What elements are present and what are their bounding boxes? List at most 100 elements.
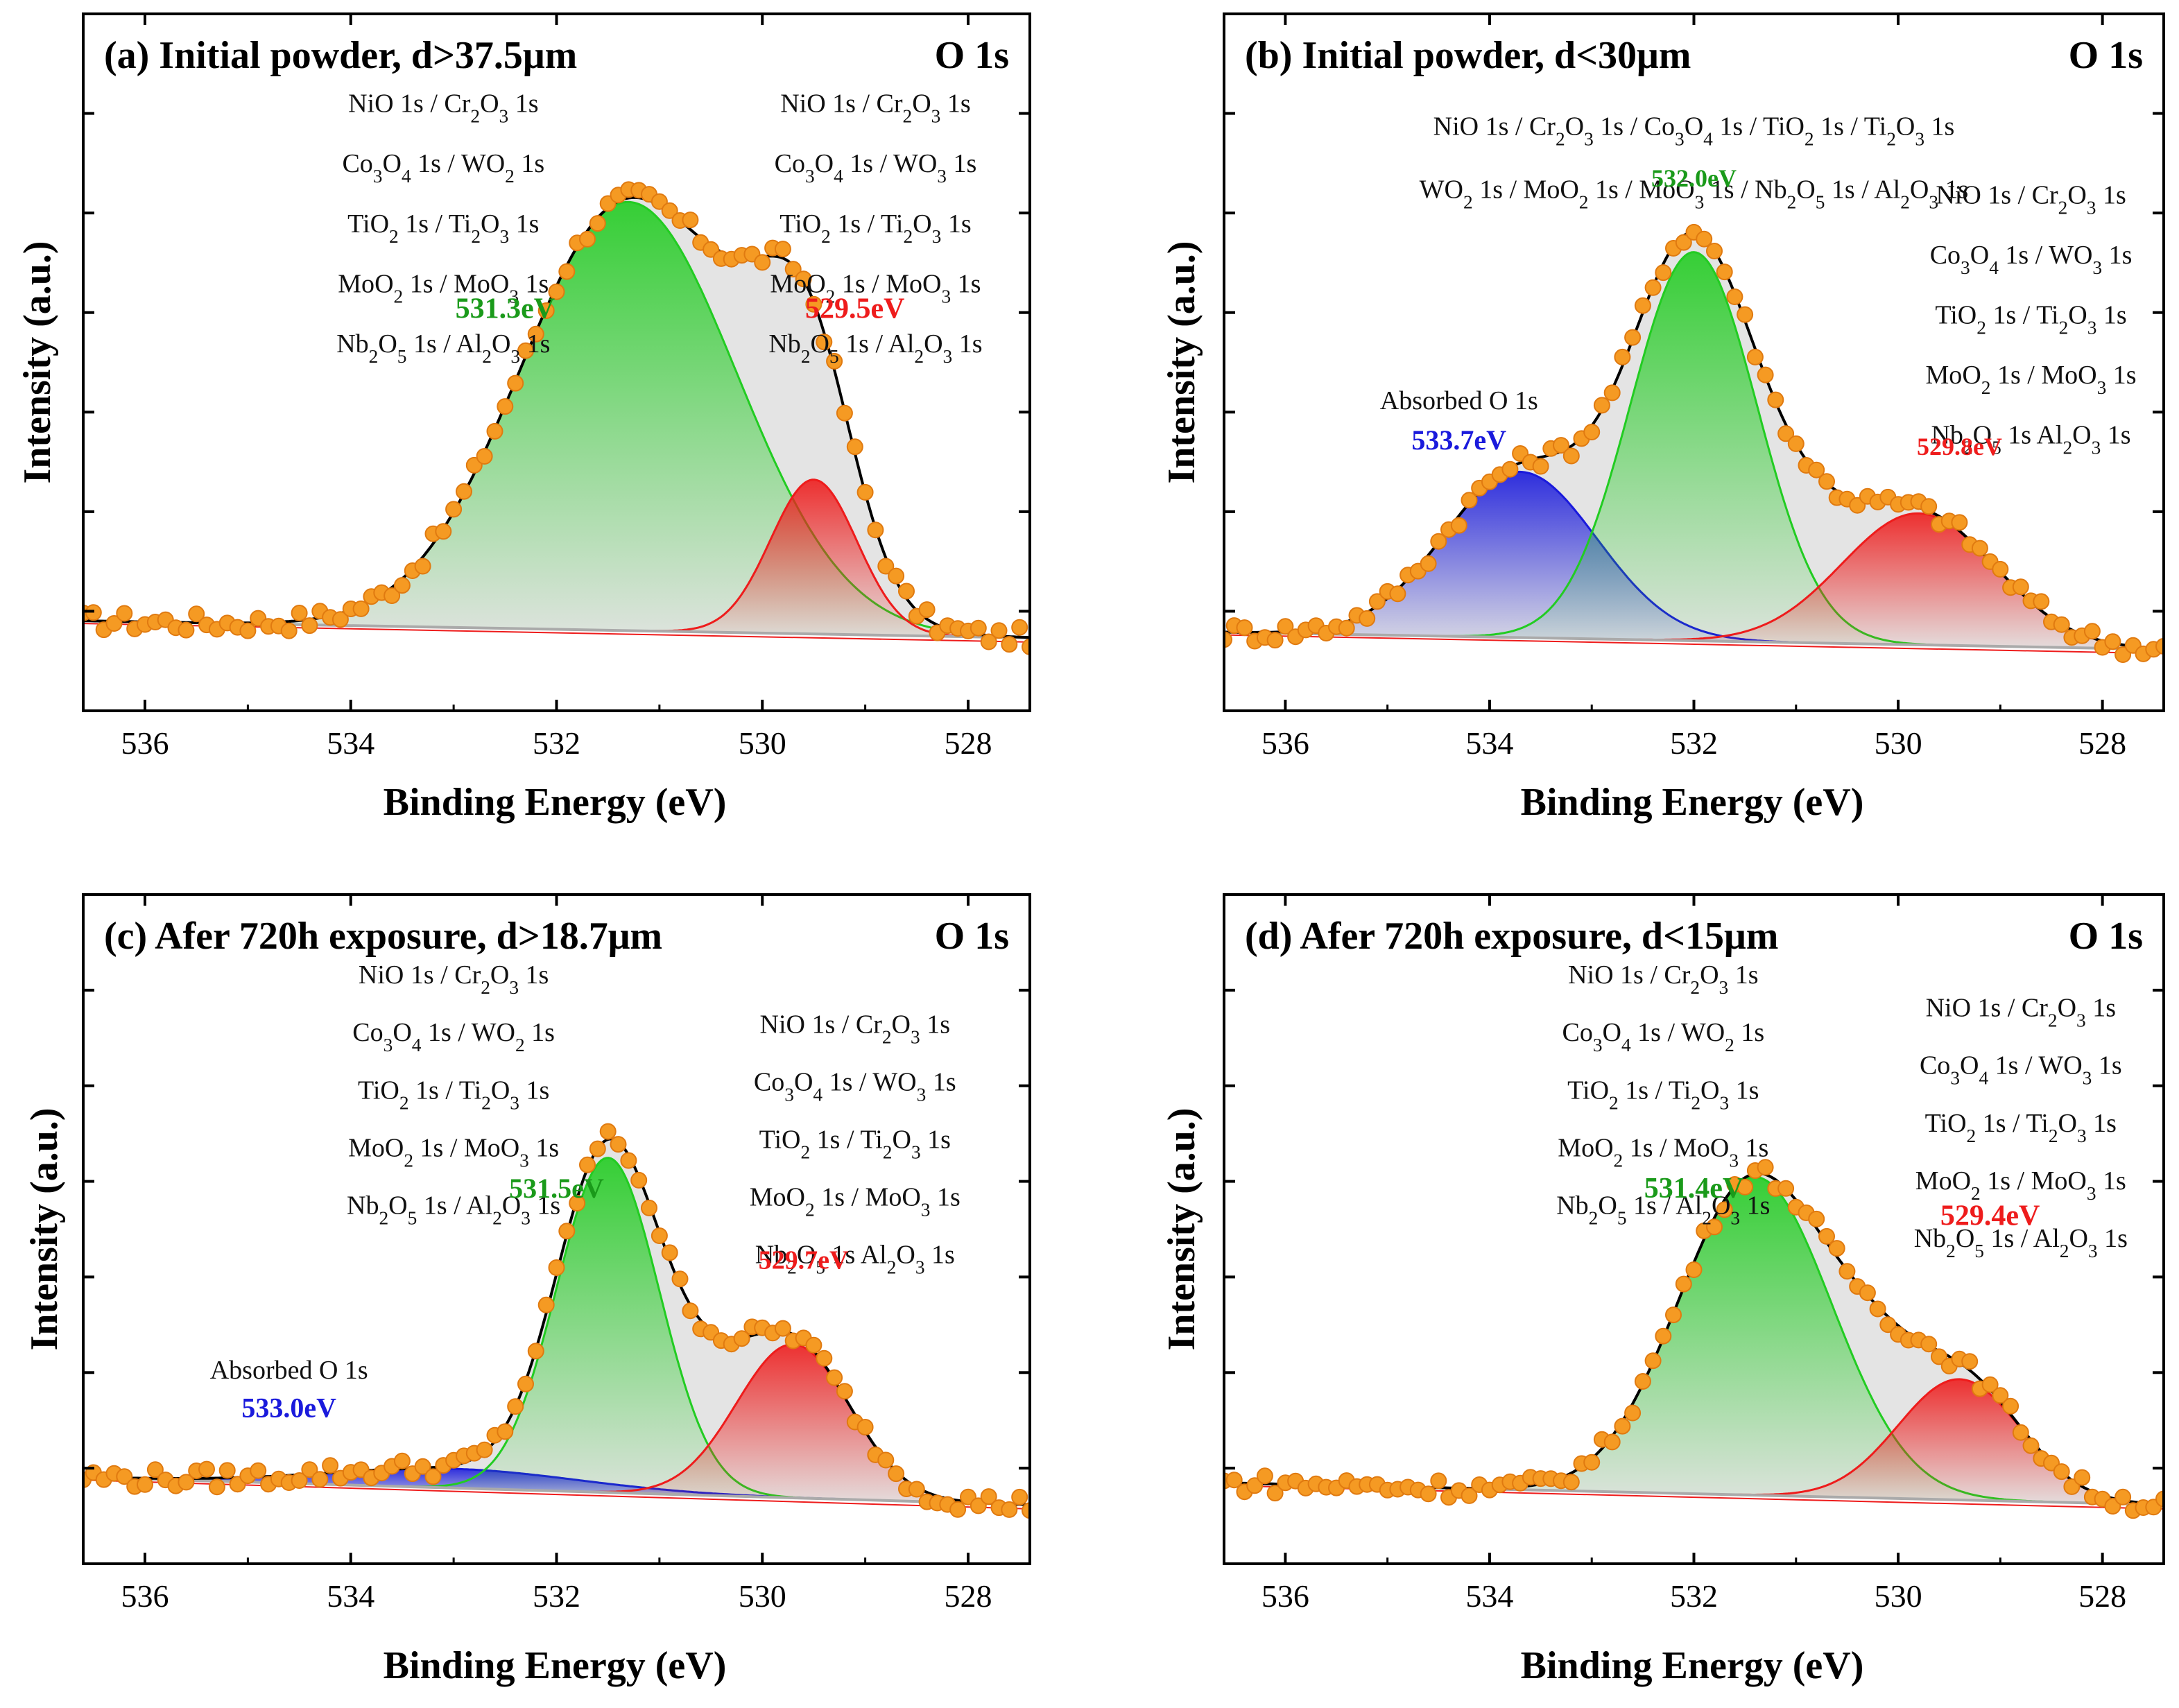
data-point	[1277, 618, 1294, 635]
data-point	[1634, 1373, 1651, 1390]
data-point	[1777, 1180, 1795, 1197]
data-point	[610, 1136, 627, 1153]
data-point	[1655, 1327, 1672, 1345]
data-point	[331, 611, 349, 628]
data-point	[816, 334, 833, 351]
species-annotation: TiO2 1s / Ti2O3 1s	[1935, 301, 2126, 338]
data-point	[1266, 632, 1284, 649]
data-point	[1675, 234, 1692, 251]
x-tick-label: 536	[1261, 1578, 1309, 1614]
data-point	[218, 1462, 236, 1479]
data-point	[980, 1488, 997, 1506]
data-point	[1859, 1284, 1876, 1302]
species-annotation: Co3O4 1s / WO3 1s	[1920, 1051, 2122, 1089]
data-point	[661, 202, 678, 219]
data-point	[1461, 1487, 1478, 1504]
data-point	[1828, 1240, 1845, 1257]
species-annotation: WO2 1s / MoO2 1s / MoO3 1s / Nb2O5 1s / …	[1420, 175, 1969, 212]
species-annotation: MoO2 1s / MoO3 1s	[338, 269, 549, 307]
species-annotation: Co3O4 1s / WO2 1s	[1562, 1018, 1764, 1055]
data-point	[1430, 1472, 1447, 1490]
component-fill	[1224, 1379, 2164, 1505]
species-annotation: NiO 1s / Cr2O3 1s	[760, 1010, 950, 1047]
species-annotation: NiO 1s / Cr2O3 1s	[1936, 181, 2126, 218]
data-point	[291, 1472, 308, 1489]
data-point	[1368, 593, 1386, 610]
data-point	[414, 558, 431, 575]
data-point	[651, 193, 668, 210]
data-point	[826, 1369, 843, 1386]
data-point	[1614, 1417, 1631, 1435]
species-annotation: TiO2 1s / Ti2O3 1s	[358, 1076, 549, 1113]
species-annotation: TiO2 1s / Ti2O3 1s	[780, 209, 971, 247]
data-point	[2053, 616, 2070, 633]
peak-label: 531.5eV	[509, 1173, 604, 1204]
absorbed-label: Absorbed O 1s	[1380, 386, 1538, 415]
data-point	[188, 605, 205, 623]
data-point	[1532, 458, 1549, 475]
data-point	[393, 1452, 411, 1469]
data-point	[826, 352, 843, 370]
data-point	[2063, 1478, 2081, 1495]
data-point	[579, 1156, 596, 1173]
data-point	[1737, 306, 1754, 323]
data-point	[1644, 279, 1662, 296]
data-point	[1256, 1467, 1273, 1485]
x-axis-label: Binding Energy (eV)	[1521, 1644, 1864, 1687]
x-tick-label: 536	[1261, 725, 1309, 761]
data-point	[1981, 1376, 1999, 1393]
data-point	[569, 1195, 586, 1211]
data-point	[1001, 1501, 1018, 1518]
data-point	[1562, 447, 1580, 465]
species-annotation: Co3O4 1s / WO2 1s	[342, 149, 544, 187]
data-point	[1011, 1488, 1028, 1506]
region-label: O 1s	[2069, 915, 2143, 958]
data-point	[507, 1398, 524, 1415]
data-point	[178, 621, 195, 639]
data-point	[384, 587, 401, 604]
data-point	[918, 601, 936, 619]
panel-a: 536 534 532 530 528 (a) Initial powder, d>37.…	[16, 12, 1031, 824]
data-point	[497, 398, 514, 415]
data-point	[856, 1419, 874, 1435]
data-point	[1818, 1227, 1835, 1245]
data-point	[116, 1468, 133, 1485]
data-point	[1389, 585, 1406, 603]
data-point	[1624, 329, 1642, 346]
data-point	[1757, 1159, 1774, 1176]
component-fill	[1224, 513, 2164, 650]
panel-c: 536 534 532 530 528 (c) Afer 720h exposure, d…	[23, 893, 1031, 1687]
data-point	[589, 215, 606, 232]
data-point	[424, 1468, 442, 1485]
data-point	[2083, 623, 2101, 640]
plot-area	[83, 181, 1030, 655]
x-tick-label: 528	[2078, 1578, 2126, 1614]
data-point	[1931, 1348, 1947, 1365]
peak-label: 533.7eV	[1411, 424, 1506, 456]
data-point	[301, 1461, 318, 1478]
species-annotation: NiO 1s / Cr2O3 1s	[348, 89, 538, 127]
x-tick-label: 530	[1875, 1578, 1922, 1614]
data-point	[1716, 264, 1733, 281]
species-annotation: Nb2O5 1s / Al2O3 1s	[1556, 1191, 1770, 1228]
data-point	[476, 1441, 493, 1458]
x-tick-label: 532	[533, 725, 580, 761]
panel-d: 536 534 532 530 528 (d) Afer 720h exposure, d…	[1160, 893, 2165, 1687]
data-point	[661, 1244, 678, 1261]
data-point	[1461, 492, 1478, 509]
peak-label: 531.4eV	[1644, 1173, 1743, 1205]
data-point	[537, 302, 555, 319]
component-fill	[83, 479, 1030, 638]
x-tick-label: 536	[121, 1578, 169, 1614]
x-tick-label: 534	[1465, 725, 1513, 761]
data-point	[784, 261, 802, 278]
data-point	[1614, 348, 1631, 365]
data-point	[2012, 578, 2029, 596]
x-tick-label: 532	[1670, 725, 1718, 761]
data-point	[1879, 1316, 1897, 1334]
data-point	[1224, 631, 1232, 648]
data-point	[146, 1461, 164, 1478]
data-point	[322, 1457, 339, 1474]
panel-b: 536 534 532 530 528 (b) Initial powder, d<30μ…	[1160, 12, 2165, 824]
